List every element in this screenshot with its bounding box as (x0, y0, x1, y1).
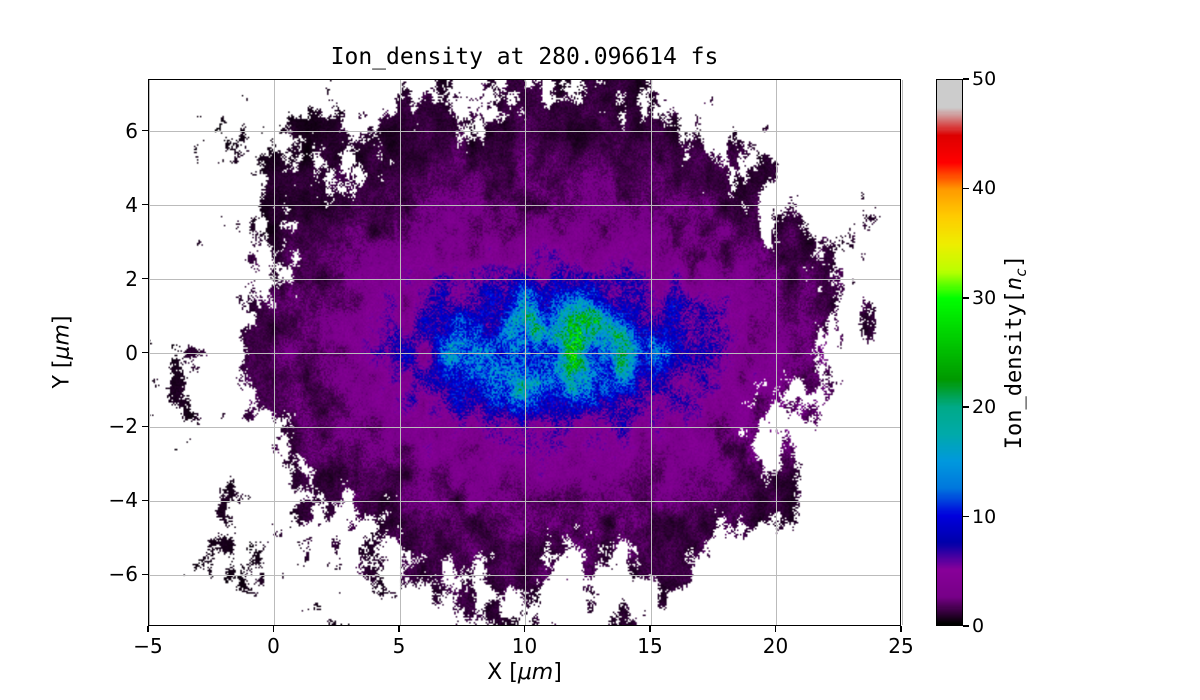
x-tick-mark (649, 626, 651, 632)
colorbar-tick-mark (963, 78, 969, 80)
y-tick-label: −2 (108, 414, 138, 439)
x-tick-mark (900, 626, 902, 632)
y-tick-label: 4 (125, 192, 138, 217)
colorbar-label: Ion_density[nc] (1002, 255, 1030, 449)
y-tick-mark (142, 499, 148, 502)
y-tick-label: −6 (108, 562, 138, 587)
colorbar-label-var: n (1001, 277, 1027, 291)
colorbar-tick-label: 20 (972, 396, 997, 419)
colorbar-tick-mark (963, 515, 969, 518)
chart-title: Ion_density at 280.096614 fs (330, 44, 719, 70)
x-tick-mark (147, 626, 149, 632)
x-tick-label: 25 (888, 634, 914, 658)
x-tick-label: −5 (133, 634, 163, 658)
heatmap-canvas (149, 80, 900, 625)
colorbar-tick-label: 30 (972, 286, 997, 309)
x-tick-label: 10 (511, 634, 538, 658)
y-axis-label-suffix: ] (49, 315, 75, 325)
x-tick-label: 0 (267, 634, 280, 658)
colorbar (936, 79, 963, 626)
y-tick-label: 2 (125, 266, 138, 291)
y-tick-mark (142, 203, 148, 206)
x-grid-line (901, 80, 903, 625)
colorbar-label-suffix: ] (1001, 254, 1027, 269)
colorbar-canvas (937, 80, 962, 625)
x-tick-label: 5 (392, 634, 406, 658)
x-tick-label: 15 (637, 634, 663, 658)
y-tick-label: 6 (125, 118, 138, 143)
colorbar-tick-label: 0 (972, 615, 985, 637)
y-tick-mark (142, 129, 148, 132)
x-tick-mark (774, 626, 777, 632)
x-axis-unit: μm (517, 660, 554, 685)
y-tick-mark (142, 573, 148, 575)
colorbar-tick-label: 10 (972, 505, 997, 528)
x-axis-label-prefix: X [ (487, 660, 518, 685)
colorbar-tick-label: 50 (972, 68, 997, 90)
y-axis-label-prefix: Y [ (49, 359, 75, 389)
y-tick-label: −4 (108, 488, 138, 513)
colorbar-label-prefix: Ion_density[ (1001, 290, 1027, 450)
y-axis-label: Y [μm] (50, 315, 75, 388)
x-tick-label: 20 (762, 634, 789, 658)
x-tick-mark (523, 626, 526, 632)
x-axis-label: X [μm] (148, 660, 901, 685)
colorbar-tick-mark (963, 187, 969, 190)
y-tick-label: 0 (125, 340, 138, 365)
x-axis-label-suffix: ] (553, 660, 562, 685)
x-tick-mark (398, 626, 400, 632)
colorbar-tick-mark (963, 625, 969, 627)
y-tick-mark (142, 351, 148, 354)
y-tick-mark (142, 277, 148, 280)
x-tick-mark (272, 626, 275, 632)
colorbar-label-sub: c (1012, 268, 1031, 278)
colorbar-tick-label: 40 (972, 177, 997, 200)
plot-area (148, 79, 903, 626)
colorbar-tick-mark (963, 297, 969, 299)
y-tick-mark (142, 425, 148, 428)
y-axis-unit: μm (49, 324, 75, 360)
colorbar-tick-mark (963, 406, 969, 408)
